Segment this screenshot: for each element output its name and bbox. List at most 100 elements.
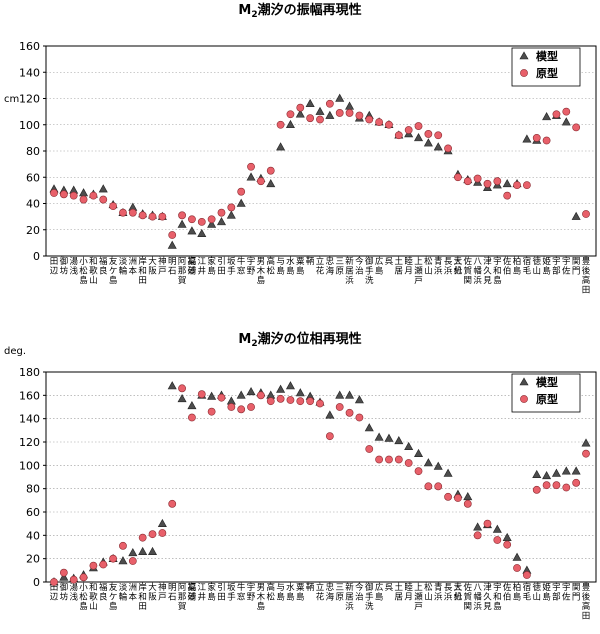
station-label: 粟島 bbox=[296, 583, 305, 603]
y-tick-label: 40 bbox=[26, 198, 40, 211]
model-point bbox=[138, 546, 148, 555]
station-label: 津久見 bbox=[483, 256, 492, 286]
prototype-point bbox=[404, 126, 413, 134]
y-tick-label: 180 bbox=[19, 366, 40, 379]
prototype-point bbox=[109, 554, 118, 563]
prototype-point bbox=[483, 179, 492, 188]
prototype-point bbox=[552, 481, 561, 490]
y-tick-label: 60 bbox=[26, 506, 40, 519]
station-label: 広島 bbox=[375, 256, 384, 277]
station-label: 睦月 bbox=[404, 582, 413, 603]
prototype-point bbox=[79, 573, 88, 582]
model-point bbox=[335, 93, 345, 102]
model-point bbox=[118, 556, 128, 565]
model-point bbox=[502, 178, 512, 188]
y-axis-unit: cm bbox=[4, 94, 19, 105]
prototype-point bbox=[207, 407, 216, 416]
station-label: 徳山 bbox=[532, 256, 541, 277]
station-label: 青浜 bbox=[434, 256, 443, 277]
y-tick-label: 100 bbox=[19, 119, 40, 132]
station-label: 水島 bbox=[286, 256, 295, 277]
model-point bbox=[542, 112, 552, 121]
prototype-point bbox=[266, 166, 275, 175]
model-point bbox=[236, 390, 246, 399]
prototype-point bbox=[138, 533, 147, 542]
station-label: 佐伯 bbox=[503, 256, 512, 277]
station-label: 佐賀関 bbox=[464, 582, 473, 612]
y-tick-label: 140 bbox=[19, 66, 40, 79]
prototype-point bbox=[296, 397, 305, 406]
prototype-point bbox=[335, 403, 344, 411]
station-label: 睦月 bbox=[404, 256, 413, 277]
title-main: M bbox=[238, 332, 251, 347]
station-label: 明石 bbox=[168, 583, 177, 603]
prototype-point bbox=[50, 578, 58, 586]
prototype-point bbox=[247, 403, 255, 411]
model-point bbox=[532, 469, 542, 478]
station-label: 柏島 bbox=[513, 582, 522, 603]
prototype-point bbox=[247, 162, 255, 171]
prototype-point bbox=[266, 397, 275, 406]
prototype-point bbox=[444, 144, 452, 153]
prototype-point bbox=[454, 173, 462, 182]
prototype-point bbox=[59, 190, 68, 199]
station-label: 坂手 bbox=[227, 582, 236, 603]
model-point bbox=[433, 461, 443, 470]
station-label: 家島 bbox=[207, 256, 216, 277]
prototype-point bbox=[128, 557, 137, 565]
station-label: 宇佐 bbox=[562, 582, 571, 603]
station-label: 牛窓 bbox=[237, 582, 246, 603]
model-point bbox=[325, 110, 335, 119]
station-label: 淡輪 bbox=[119, 257, 128, 277]
station-label: 長浜 bbox=[444, 257, 453, 277]
prototype-point bbox=[237, 405, 246, 414]
model-point bbox=[295, 388, 305, 397]
prototype-point bbox=[256, 177, 265, 186]
prototype-point bbox=[168, 231, 177, 239]
station-label: 佐賀関 bbox=[464, 256, 473, 286]
station-label: 柏島 bbox=[513, 256, 522, 277]
prototype-point bbox=[217, 208, 226, 217]
prototype-point bbox=[197, 390, 206, 399]
station-label: 高松 bbox=[266, 582, 275, 603]
prototype-point bbox=[316, 115, 324, 124]
prototype-point bbox=[119, 208, 127, 217]
station-label: 友ケ島 bbox=[109, 582, 118, 612]
phase-chart: M2潮汐の位相再現性 deg. 0 20 40 60 80 100 120 140 160 180 田辺… bbox=[4, 331, 597, 622]
station-label: 与島 bbox=[276, 257, 285, 277]
legend-marker-prototype bbox=[520, 69, 528, 77]
station-label: 松山 bbox=[424, 256, 433, 277]
prototype-point bbox=[552, 110, 561, 119]
y-tick-label: 0 bbox=[33, 576, 40, 589]
model-point bbox=[581, 438, 591, 447]
y-tick-label: 160 bbox=[19, 389, 40, 402]
model-point bbox=[542, 471, 552, 480]
station-label: 鞆 bbox=[306, 256, 315, 267]
model-point bbox=[226, 210, 236, 219]
model-point bbox=[187, 401, 197, 410]
station-label: 三机 bbox=[454, 257, 463, 277]
legend-label: 模型 bbox=[536, 375, 558, 389]
station-label: 呉 bbox=[385, 257, 394, 267]
legend-label: 原型 bbox=[536, 66, 558, 80]
station-label: 忠海 bbox=[326, 257, 335, 277]
prototype-point bbox=[473, 174, 482, 183]
prototype-point bbox=[325, 99, 334, 108]
prototype-point bbox=[99, 560, 108, 569]
y-tick-label: 20 bbox=[26, 224, 40, 237]
model-point bbox=[157, 518, 167, 527]
station-label: 呉 bbox=[385, 583, 394, 593]
station-label: 立花 bbox=[316, 582, 325, 603]
y-tick-label: 0 bbox=[33, 250, 40, 263]
prototype-point bbox=[256, 391, 265, 400]
station-label: 関門 bbox=[572, 257, 581, 277]
station-label: 福浦 bbox=[188, 256, 197, 277]
station-label: 上瀬戸 bbox=[414, 257, 423, 286]
prototype-point bbox=[345, 408, 354, 417]
prototype-point bbox=[473, 531, 482, 540]
station-label: 田辺 bbox=[50, 257, 59, 277]
station-label: 宿毛 bbox=[523, 256, 532, 277]
model-point bbox=[345, 101, 355, 110]
prototype-point bbox=[158, 212, 167, 221]
station-label: 福良 bbox=[99, 256, 108, 277]
